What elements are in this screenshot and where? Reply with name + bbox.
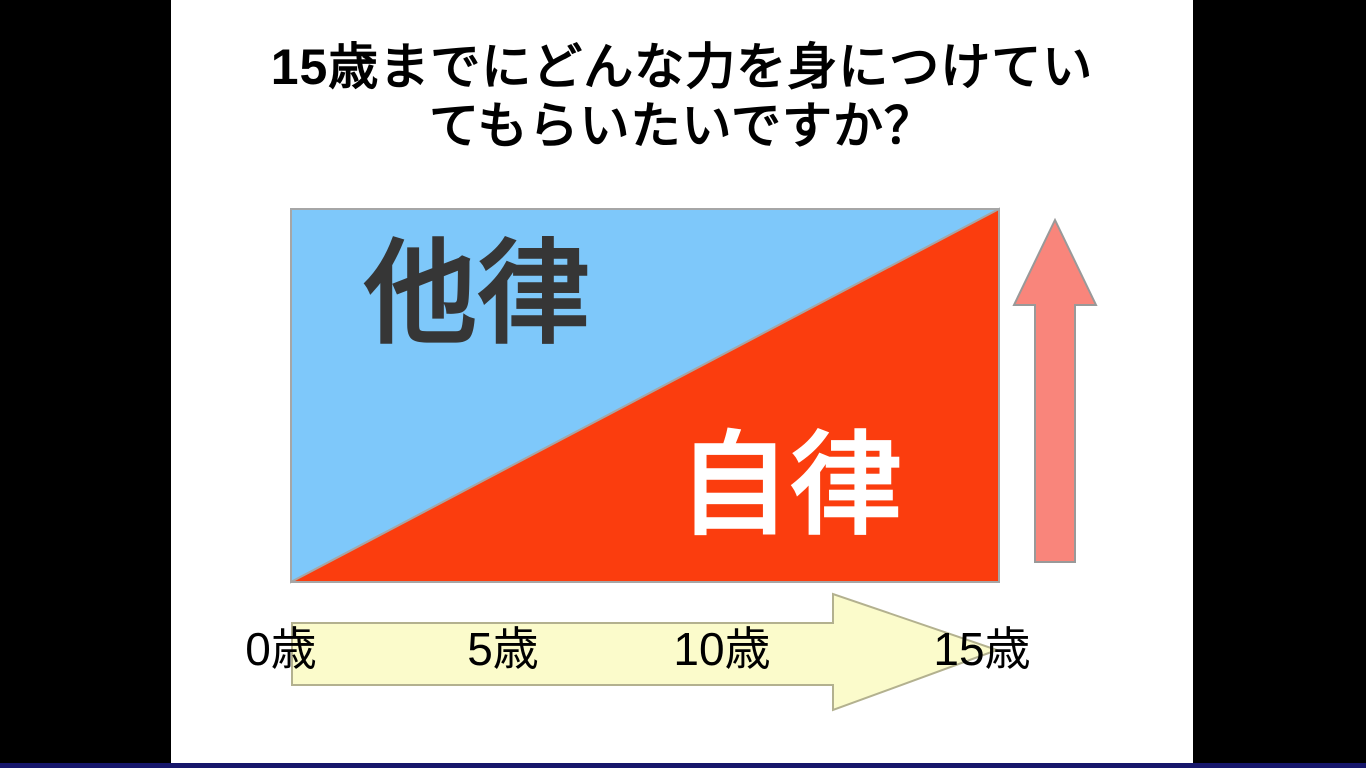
age-label-5: 5歳 bbox=[467, 623, 539, 675]
right-letterbox-bar bbox=[1193, 0, 1366, 768]
page-title: 15歳までにどんな力を身につけてい てもらいたいですか？ bbox=[171, 38, 1193, 155]
growth-up-arrow bbox=[1012, 217, 1098, 563]
age-label-10: 10歳 bbox=[673, 623, 771, 675]
left-letterbox-bar bbox=[0, 0, 171, 768]
age-label-0: 0歳 bbox=[245, 623, 317, 675]
age-timeline-arrow bbox=[291, 592, 1000, 712]
heteronomy-label: 他律 bbox=[364, 231, 590, 357]
autonomy-triangle bbox=[290, 207, 1000, 583]
autonomy-label: 自律 bbox=[678, 423, 902, 548]
page-title-line2: てもらいたいですか？ bbox=[429, 97, 935, 154]
bottom-border-line bbox=[0, 763, 1366, 768]
page-title-line1: 15歳までにどんな力を身につけてい bbox=[270, 39, 1094, 95]
age-label-15: 15歳 bbox=[933, 623, 1031, 675]
